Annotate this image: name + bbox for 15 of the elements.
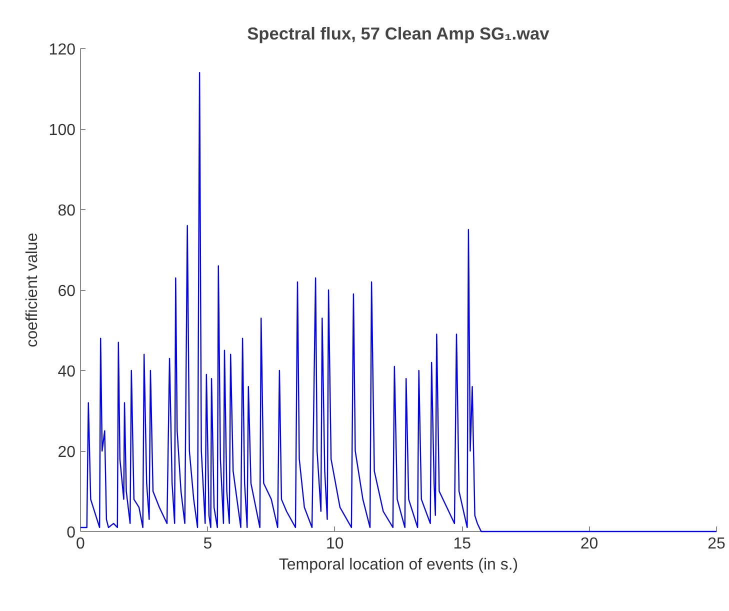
- y-tick-label: 80: [58, 202, 76, 220]
- y-tick-label: 0: [66, 524, 76, 542]
- y-tick-label: 120: [48, 42, 76, 58]
- y-tick-label: 20: [58, 444, 76, 461]
- x-tick-label: 25: [708, 536, 726, 552]
- x-tick-label: 5: [203, 536, 212, 552]
- x-tick-label: 15: [453, 536, 472, 552]
- y-tick-label: 60: [58, 283, 76, 300]
- y-tick-label: 100: [48, 122, 76, 139]
- x-tick-label: 20: [580, 536, 598, 552]
- chart-title: Spectral flux, 57 Clean Amp SG₁.wav: [247, 24, 550, 44]
- y-axis-title: coefficient value: [24, 232, 41, 348]
- x-axis-title: Temporal location of events (in s.): [278, 556, 518, 574]
- x-tick-label: 10: [326, 536, 344, 552]
- y-tick-label: 40: [58, 364, 76, 380]
